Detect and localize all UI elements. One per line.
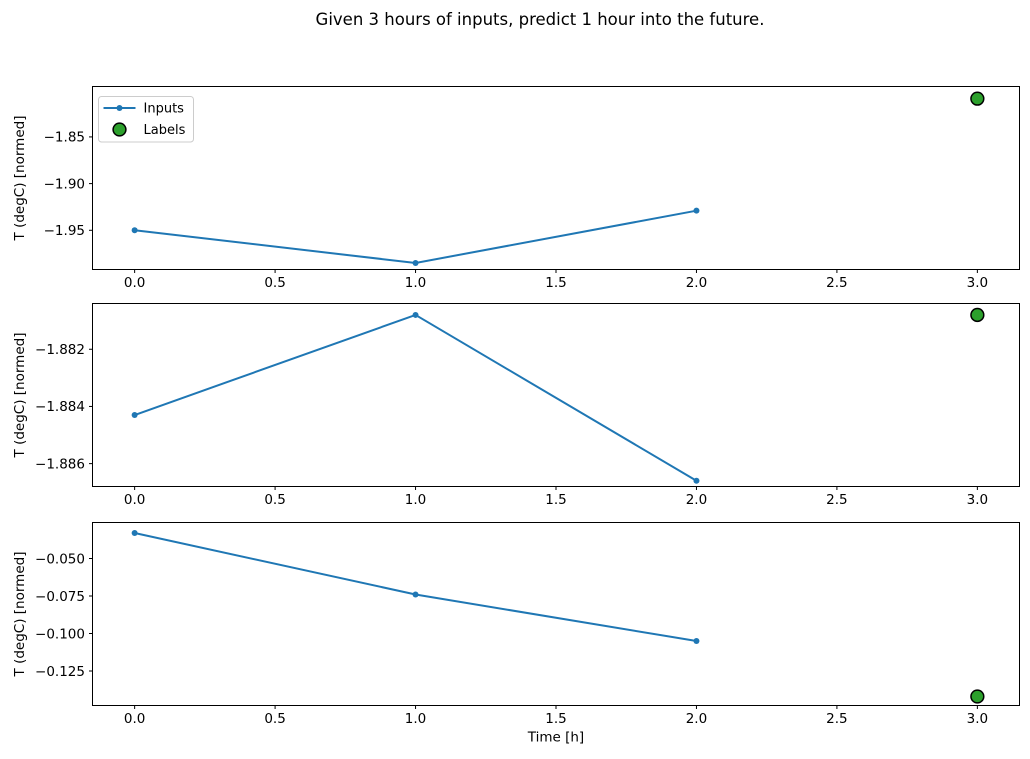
y-axis-label: T (degC) [normed] <box>12 116 28 242</box>
axes-frame <box>92 522 1020 706</box>
subplot-1: T (degC) [normed] 0.0 0.5 1.0 1.5 2.0 2.5 3.0 −… <box>12 86 1020 291</box>
x-tick-label: 1.0 <box>405 275 426 291</box>
x-tick-label: 0.5 <box>264 492 285 508</box>
y-tick-label: −1.884 <box>35 399 85 415</box>
subplot-2: T (degC) [normed] 0.0 0.5 1.0 1.5 2.0 2.5 3.0 −… <box>12 303 1020 508</box>
x-tick-label: 2.0 <box>686 492 707 508</box>
inputs-point <box>693 638 700 644</box>
legend-labels-circle-icon <box>112 122 127 137</box>
y-tick-label: −0.050 <box>35 551 85 567</box>
inputs-line <box>134 532 697 642</box>
y-tick-label: −1.90 <box>44 176 85 192</box>
y-tick-label: −1.882 <box>35 342 85 358</box>
inputs-point <box>693 477 700 484</box>
x-tick-label: 2.5 <box>826 711 847 727</box>
inputs-line <box>134 209 697 264</box>
y-tick-label: −0.075 <box>35 589 85 605</box>
labels-point <box>970 307 985 323</box>
inputs-point <box>131 227 138 234</box>
legend-inputs-dot-icon <box>116 105 123 111</box>
x-tick-label: 0.0 <box>124 492 145 508</box>
x-tick-label: 3.0 <box>967 711 988 727</box>
x-tick-label: 0.5 <box>264 711 285 727</box>
legend-labels-label: Labels <box>144 123 186 138</box>
subplot-3: T (degC) [normed] 0.0 0.5 1.0 1.5 2.0 2.5 3.0 −… <box>12 522 1020 746</box>
inputs-point <box>412 591 419 598</box>
x-tick-label: 1.0 <box>405 492 426 508</box>
x-tick-label: 1.5 <box>545 275 566 291</box>
y-tick-label: −1.85 <box>44 130 85 146</box>
subplot-3-dynamic: 0.0 0.5 1.0 1.5 2.0 2.5 3.0 −0.050 −0.075 −0.100 −… <box>35 530 988 727</box>
axes-frame <box>92 303 1020 487</box>
y-axis-label: T (degC) [normed] <box>12 552 28 678</box>
inputs-point <box>412 311 419 318</box>
x-tick-label: 1.5 <box>545 492 566 508</box>
y-axis-label: T (degC) [normed] <box>12 333 28 459</box>
x-tick-label: 0.0 <box>124 711 145 727</box>
inputs-point <box>412 259 419 266</box>
x-tick-label: 2.0 <box>686 275 707 291</box>
y-tick-label: −0.100 <box>35 626 85 642</box>
x-tick-label: 0.0 <box>124 275 145 291</box>
x-tick-label: 1.5 <box>545 711 566 727</box>
legend-inputs-label: Inputs <box>144 102 185 117</box>
subplot-2-dynamic: 0.0 0.5 1.0 1.5 2.0 2.5 3.0 −1.882 −1.884 −1.886 <box>35 307 988 508</box>
labels-point <box>970 91 985 106</box>
x-tick-label: 2.0 <box>686 711 707 727</box>
x-tick-label: 2.5 <box>826 492 847 508</box>
x-tick-label: 0.5 <box>264 275 285 291</box>
labels-point <box>970 689 985 704</box>
figure-title: Given 3 hours of inputs, predict 1 hour … <box>316 10 765 29</box>
x-tick-label: 1.0 <box>405 711 426 727</box>
subplot-1-dynamic: 0.0 0.5 1.0 1.5 2.0 2.5 3.0 −1.85 −1.90 −1.95 <box>44 91 988 291</box>
inputs-point <box>131 530 138 536</box>
inputs-point <box>131 412 138 419</box>
y-tick-label: −0.125 <box>35 664 85 680</box>
x-tick-label: 3.0 <box>967 492 988 508</box>
x-tick-label: 2.5 <box>826 275 847 291</box>
y-tick-label: −1.886 <box>35 456 85 472</box>
inputs-point <box>693 207 700 214</box>
y-tick-label: −1.95 <box>44 223 85 239</box>
x-axis-label: Time [h] <box>527 730 584 746</box>
x-tick-label: 3.0 <box>967 275 988 291</box>
legend: Inputs Labels <box>98 96 194 143</box>
inputs-line <box>134 313 697 482</box>
